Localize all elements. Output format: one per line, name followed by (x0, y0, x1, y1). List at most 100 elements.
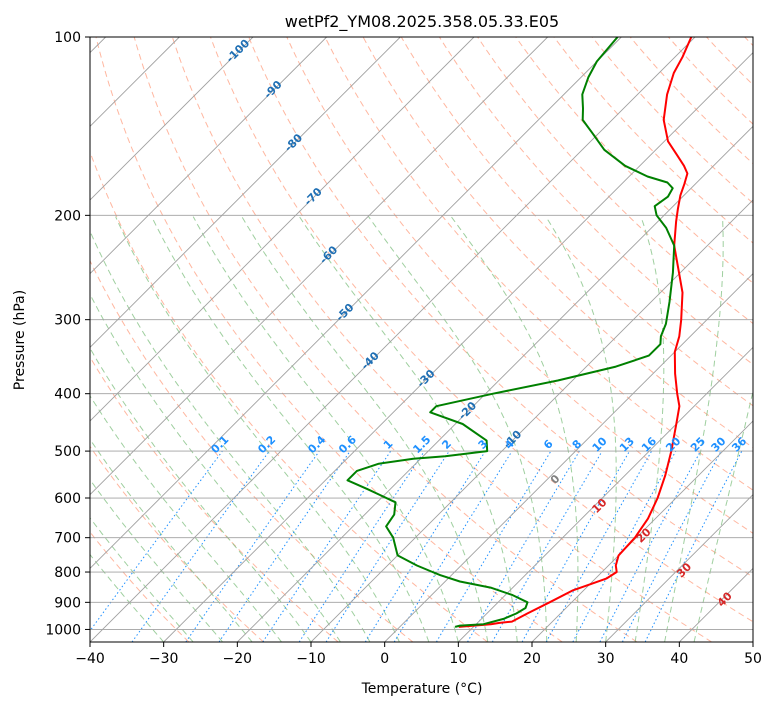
isobars (90, 37, 753, 630)
moist-adiabat-line (90, 395, 282, 642)
x-tick-label: 10 (449, 651, 467, 667)
moist-adiabat-label: 0 (548, 472, 563, 487)
mixing-ratio-line (521, 450, 630, 642)
mixing-ratio-line (467, 450, 580, 642)
x-axis: −40 −30 −20 −10 0 10 20 30 40 50 (75, 642, 762, 667)
moist-adiabat-line (90, 517, 194, 642)
mixing-ratio-line (572, 450, 677, 642)
y-tick-label: 700 (54, 531, 81, 547)
isotherm-label: -80 (282, 131, 305, 154)
moist-adiabat-line (151, 216, 430, 642)
isotherm-label: -30 (414, 367, 437, 390)
isotherms (90, 37, 753, 642)
y-axis: 1000 900 800 700 600 500 400 300 200 100 (45, 30, 90, 638)
isotherm-line (237, 125, 753, 642)
y-tick-label: 200 (54, 208, 81, 224)
mixing-ratio-line (364, 450, 486, 642)
mixing-ratio-label: 1.5 (410, 433, 433, 456)
moist-adiabat-line (450, 216, 579, 642)
mixing-ratio-line (185, 450, 320, 642)
sounding-series (346, 37, 693, 628)
isotherm-line (90, 37, 401, 348)
moist-adiabat-line (368, 216, 548, 642)
isotherm-line (679, 567, 753, 642)
plot-area: -100-90-80-70-60-50-40-30-20-100.1 0.2 0.4… (90, 36, 753, 642)
x-tick-label: 50 (744, 651, 762, 667)
mixing-ratio-label: 30 (709, 434, 729, 454)
isotherm-line (90, 37, 696, 642)
moist-adiabat-line (90, 553, 165, 642)
y-tick-label: 300 (54, 313, 81, 329)
isotherm-label: -40 (359, 349, 382, 372)
mixing-ratio-line (131, 450, 270, 642)
dry-adiabat-line (629, 37, 753, 165)
mixing-ratio-line (545, 450, 653, 642)
dry-adiabat-line (668, 37, 753, 125)
isotherm-label: -60 (317, 243, 340, 266)
isotherm-label: -90 (261, 78, 284, 101)
isotherm-line (90, 37, 548, 496)
mixing-ratio-line (90, 450, 223, 632)
x-tick-label: 20 (523, 651, 541, 667)
x-tick-label: 0 (380, 651, 389, 667)
y-axis-label: Pressure (hPa) (12, 290, 28, 390)
y-tick-label: 600 (54, 491, 81, 507)
mixing-ratio-label: 25 (688, 435, 708, 455)
mixing-ratio-label: 13 (617, 435, 637, 455)
dry-adiabat-line (90, 531, 190, 642)
mixing-ratio-label: 36 (729, 434, 749, 454)
mixing-ratio-label: 6 (541, 437, 556, 452)
mixing-ratio-label: 0.1 (208, 433, 231, 456)
dry-adiabat-line (744, 37, 753, 47)
moist-adiabat-line (298, 216, 518, 642)
dewpoint-line (346, 37, 676, 628)
isotherm-label: -50 (333, 301, 356, 324)
mixing-ratio-label: 16 (639, 434, 659, 454)
isotherm-line (531, 420, 753, 642)
mixing-ratio-label: 0.4 (305, 433, 328, 456)
mixing-ratio-label: 10 (590, 434, 610, 454)
mixing-ratio-line (218, 450, 351, 642)
dry-adiabat-line (591, 37, 753, 204)
dry-adiabat-line (477, 37, 753, 325)
dry-adiabat-line (90, 259, 414, 642)
x-axis-label: Temperature (°C) (361, 681, 483, 697)
isotherm-line (90, 37, 254, 201)
isotherm-label: -100 (224, 36, 253, 65)
y-tick-label: 800 (54, 565, 81, 581)
mixing-ratio-label: 8 (570, 437, 585, 452)
mixing-ratio-line (325, 450, 450, 642)
moist-adiabat-line (545, 216, 617, 642)
x-tick-label: −20 (223, 651, 253, 667)
dry-adiabat-line (90, 356, 339, 642)
temperature-line (458, 37, 693, 628)
mixing-ratio-line (262, 450, 392, 642)
isotherm-line (90, 37, 622, 569)
isotherm-line (384, 273, 753, 642)
isotherm-line (605, 494, 753, 642)
x-tick-label: 40 (670, 651, 688, 667)
y-tick-label: 100 (54, 30, 81, 46)
y-tick-label: 500 (54, 444, 81, 460)
dry-adiabat-line (515, 37, 753, 284)
isotherm-line (458, 346, 753, 642)
x-tick-label: −30 (149, 651, 179, 667)
moist-adiabat-line (90, 478, 223, 642)
isotherm-line (752, 641, 753, 642)
isotherm-line (90, 37, 475, 422)
y-tick-label: 1000 (45, 622, 81, 638)
moist-adiabat-line (192, 216, 459, 642)
y-tick-label: 400 (54, 387, 81, 403)
dry-adiabat-line (171, 37, 712, 642)
mixing-ratio-label: 0.6 (336, 433, 359, 456)
moist-adiabat-line (115, 216, 400, 642)
chart-title: wetPf2_YM08.2025.358.05.33.E05 (285, 12, 559, 32)
dry-adiabats (90, 37, 753, 642)
dry-adiabat-line (95, 37, 563, 642)
mixing-ratio-label: 0.2 (255, 433, 278, 456)
mixing-ratio-line (298, 450, 425, 642)
moist-adiabat-line (90, 293, 341, 642)
x-tick-label: 30 (597, 651, 615, 667)
mixing-ratio-label: 2 (439, 437, 454, 452)
mixing-ratio-line (491, 450, 603, 642)
